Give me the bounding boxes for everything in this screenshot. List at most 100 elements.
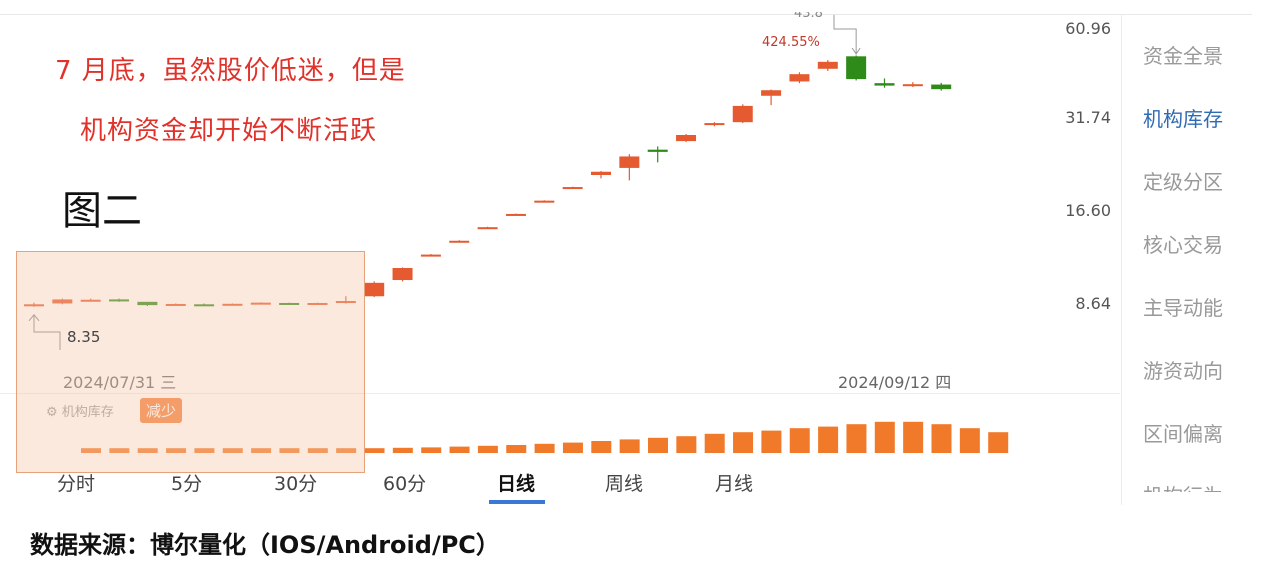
volume-bar xyxy=(619,439,640,453)
menu-item-leading-momentum[interactable]: 主导动能 xyxy=(1143,296,1223,320)
date-left: 2024/07/31 三 xyxy=(63,373,177,392)
volume-bar xyxy=(336,448,357,453)
volume-bar xyxy=(931,424,952,453)
tab-5min[interactable]: 5分 xyxy=(171,473,203,495)
candle-body xyxy=(335,301,356,304)
volume-bar xyxy=(789,428,810,453)
highlight-overlay xyxy=(16,251,365,473)
volume-bar xyxy=(364,448,385,453)
volume-bar xyxy=(733,432,754,453)
y-axis-label: 60.96 xyxy=(1065,19,1111,38)
volume-bar xyxy=(421,447,442,453)
y-axis-label: 31.74 xyxy=(1065,108,1111,127)
low-price-arrow xyxy=(33,314,61,350)
date-right: 2024/09/12 四 xyxy=(838,373,952,392)
candle-body xyxy=(194,304,215,307)
menu-item-institution-inventory[interactable]: 机构库存 xyxy=(1143,107,1223,131)
y-axis-label: 16.60 xyxy=(1065,201,1111,220)
candle-body xyxy=(505,213,526,216)
candle-body xyxy=(24,304,44,307)
volume-bar xyxy=(704,433,725,453)
volume-bar xyxy=(109,448,130,453)
tab-60min[interactable]: 60分 xyxy=(383,473,427,495)
volume-bar xyxy=(591,441,612,453)
volume-panel-label[interactable]: ⚙ 机构库存 xyxy=(46,401,114,420)
candle-body xyxy=(562,187,583,190)
volume-bar xyxy=(676,436,697,453)
candle-body xyxy=(137,301,158,306)
high-price-arrow xyxy=(833,15,857,53)
candle-body xyxy=(109,299,130,302)
candle-body xyxy=(789,74,810,82)
candle-body xyxy=(647,149,668,152)
candle-body xyxy=(80,299,101,302)
candle-body xyxy=(619,156,640,168)
volume-bar xyxy=(648,437,668,453)
volume-bar xyxy=(137,448,158,453)
low-price-callout: 8.35 xyxy=(67,328,101,346)
chart-volume-separator xyxy=(0,393,1120,394)
candle-body xyxy=(449,240,470,243)
candle-body xyxy=(250,302,271,305)
data-source: 数据来源：博尔量化（IOS/Android/PC） xyxy=(30,531,500,559)
high-price-arrowhead xyxy=(851,47,861,55)
volume-bar xyxy=(166,448,187,453)
candle-body xyxy=(732,105,753,123)
volume-bar xyxy=(194,448,215,453)
volume-bar xyxy=(903,421,924,453)
tab-fenshi[interactable]: 分时 xyxy=(57,473,96,495)
candle-body xyxy=(704,123,725,126)
menu-item-partial[interactable]: 机构行为 xyxy=(1143,480,1253,492)
high-percent-callout: 424.55% xyxy=(762,35,820,50)
candle-body xyxy=(392,268,413,281)
candle-body xyxy=(477,227,498,230)
volume-bar xyxy=(222,448,243,453)
candle-body xyxy=(534,200,555,203)
candle-body xyxy=(846,56,867,80)
candle-body xyxy=(307,302,328,305)
volume-bar xyxy=(534,443,555,453)
candle-body xyxy=(222,303,243,306)
sidebar-divider xyxy=(1121,15,1122,505)
tab-weekly[interactable]: 周线 xyxy=(605,473,644,495)
volume-bar xyxy=(761,430,782,453)
high-price-callout: 43.8 xyxy=(794,12,823,21)
candle-body xyxy=(52,299,73,304)
menu-item-range-deviation[interactable]: 区间偏离 xyxy=(1143,422,1223,446)
volume-bar xyxy=(251,448,272,453)
menu-item-fund-overview[interactable]: 资金全景 xyxy=(1143,44,1223,68)
tab-monthly[interactable]: 月线 xyxy=(715,473,754,495)
low-price-arrowhead xyxy=(28,314,40,322)
candle-body xyxy=(817,61,838,69)
menu-item-rating-zone[interactable]: 定级分区 xyxy=(1143,170,1223,194)
menu-item-hot-money[interactable]: 游资动向 xyxy=(1143,359,1223,383)
tab-daily[interactable]: 日线 xyxy=(497,473,536,495)
volume-bar xyxy=(988,432,1009,453)
candle-body xyxy=(420,254,441,257)
gear-icon: ⚙ xyxy=(46,405,58,420)
active-tab-indicator xyxy=(489,500,545,504)
volume-bar xyxy=(392,447,413,453)
volume-bar xyxy=(562,442,583,453)
candle-body xyxy=(761,90,782,96)
volume-bar xyxy=(81,448,101,453)
y-axis-label: 8.64 xyxy=(1075,294,1111,313)
candle-body xyxy=(874,83,895,86)
candle-body xyxy=(279,302,300,305)
volume-bar xyxy=(307,448,328,453)
candle-body xyxy=(591,171,611,176)
annotation-line-1: 7 月底，虽然股价低迷，但是 xyxy=(55,56,406,86)
candlestick-chart[interactable] xyxy=(0,0,1120,470)
volume-bar xyxy=(818,426,839,453)
menu-item-institution-behavior: 机构行为 xyxy=(1143,480,1253,492)
volume-bar xyxy=(449,446,470,453)
volume-bar xyxy=(477,445,498,453)
menu-item-core-trading[interactable]: 核心交易 xyxy=(1143,233,1223,257)
figure-label: 图二 xyxy=(62,188,142,234)
top-divider xyxy=(0,14,1252,15)
volume-panel-label-text: 机构库存 xyxy=(61,405,114,420)
tab-30min[interactable]: 30分 xyxy=(274,473,318,495)
volume-bar xyxy=(959,428,980,453)
candle-body xyxy=(165,303,186,306)
candle-body xyxy=(676,135,697,142)
